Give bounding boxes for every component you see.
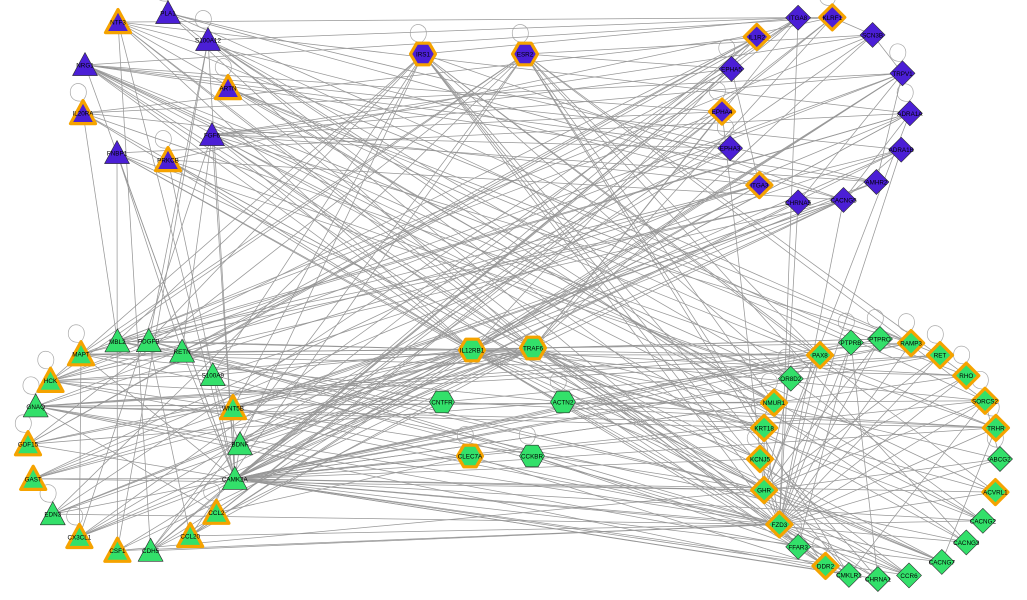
- svg-text:GHR: GHR: [757, 488, 771, 495]
- svg-text:RAMP3: RAMP3: [900, 341, 922, 348]
- svg-text:IL12RB1: IL12RB1: [460, 348, 485, 355]
- svg-text:IL20RA: IL20RA: [72, 111, 94, 118]
- svg-text:S100A12: S100A12: [195, 38, 221, 45]
- svg-text:CHRNA1: CHRNA1: [865, 577, 891, 584]
- svg-text:BDNF: BDNF: [231, 442, 248, 449]
- svg-text:MAPT: MAPT: [72, 352, 90, 359]
- svg-text:CCL2: CCL2: [208, 510, 225, 517]
- svg-text:CACNG3: CACNG3: [953, 540, 980, 547]
- svg-text:ACTN2: ACTN2: [553, 400, 574, 407]
- svg-text:PAX8: PAX8: [812, 353, 828, 360]
- svg-text:CCR6: CCR6: [900, 573, 918, 580]
- svg-text:ADRA1A: ADRA1A: [897, 111, 923, 118]
- svg-text:FFAR3: FFAR3: [788, 544, 808, 551]
- svg-text:ARTN: ARTN: [219, 86, 236, 93]
- svg-text:CAMK2A: CAMK2A: [222, 476, 249, 483]
- svg-text:RHO: RHO: [959, 373, 973, 380]
- svg-text:TRAF6: TRAF6: [523, 346, 543, 353]
- svg-text:KLRF1: KLRF1: [822, 15, 842, 22]
- svg-text:PTPRB: PTPRB: [841, 340, 862, 347]
- svg-text:ITGA3: ITGA3: [750, 183, 769, 190]
- svg-text:EPHA5: EPHA5: [721, 66, 742, 73]
- svg-text:PRKCB: PRKCB: [157, 158, 179, 165]
- svg-text:RETN: RETN: [174, 349, 192, 356]
- svg-text:EPHA4: EPHA4: [712, 109, 733, 116]
- svg-text:CMKLR1: CMKLR1: [836, 572, 862, 579]
- svg-text:KRT18: KRT18: [754, 425, 774, 432]
- svg-text:WNT5B: WNT5B: [222, 406, 244, 413]
- svg-text:CDH5: CDH5: [142, 548, 160, 555]
- svg-text:FZD3: FZD3: [772, 522, 788, 529]
- svg-text:GNAQ: GNAQ: [26, 404, 45, 411]
- svg-text:EPHA3: EPHA3: [720, 146, 741, 153]
- svg-text:KCNJ5: KCNJ5: [750, 457, 770, 464]
- svg-text:CCKBR: CCKBR: [521, 454, 543, 461]
- svg-text:SCN3B: SCN3B: [862, 32, 883, 39]
- svg-text:TRPV1: TRPV1: [892, 71, 913, 78]
- svg-text:AMHR2: AMHR2: [865, 180, 888, 187]
- svg-text:ESR2: ESR2: [517, 52, 534, 59]
- svg-text:NRG1: NRG1: [76, 63, 94, 70]
- svg-text:EDN3: EDN3: [44, 512, 61, 519]
- svg-text:TRHR: TRHR: [987, 425, 1005, 432]
- svg-text:NMUR1: NMUR1: [763, 400, 786, 407]
- svg-text:CX3CL1: CX3CL1: [67, 534, 91, 541]
- svg-text:CHRNA5: CHRNA5: [785, 200, 811, 207]
- svg-text:CCL20: CCL20: [180, 533, 200, 540]
- svg-text:CSF1: CSF1: [109, 548, 126, 555]
- svg-text:CACNG7: CACNG7: [929, 559, 956, 566]
- svg-text:CNTFR: CNTFR: [431, 400, 453, 407]
- svg-text:GAST: GAST: [25, 476, 42, 483]
- svg-text:CACNG5: CACNG5: [830, 197, 857, 204]
- svg-text:PLA1: PLA1: [160, 11, 176, 18]
- svg-text:SORCS2: SORCS2: [972, 398, 998, 405]
- svg-text:OR8D2: OR8D2: [780, 376, 801, 383]
- svg-text:DDR2: DDR2: [817, 563, 835, 570]
- svg-text:IRS1: IRS1: [416, 52, 430, 59]
- svg-text:PDGFB: PDGFB: [138, 339, 160, 346]
- svg-text:MBL2: MBL2: [109, 339, 126, 346]
- svg-text:IL1R2: IL1R2: [748, 34, 765, 41]
- svg-text:S100A9: S100A9: [202, 373, 225, 380]
- svg-text:ITGA8: ITGA8: [789, 15, 808, 22]
- svg-text:HCK: HCK: [44, 378, 58, 385]
- svg-text:GDF15: GDF15: [18, 442, 39, 449]
- svg-text:PTPRO: PTPRO: [869, 337, 891, 344]
- svg-text:ADRA1B: ADRA1B: [889, 147, 914, 154]
- svg-text:CACNG2: CACNG2: [970, 518, 997, 525]
- svg-text:FNBP1: FNBP1: [107, 151, 128, 158]
- svg-text:ABCG2: ABCG2: [989, 457, 1011, 464]
- svg-text:RET: RET: [934, 353, 947, 360]
- svg-text:FGF6: FGF6: [204, 133, 221, 140]
- svg-text:ACVRL1: ACVRL1: [983, 490, 1008, 497]
- svg-text:NTF3: NTF3: [110, 20, 126, 27]
- svg-text:CLEC7A: CLEC7A: [458, 454, 483, 461]
